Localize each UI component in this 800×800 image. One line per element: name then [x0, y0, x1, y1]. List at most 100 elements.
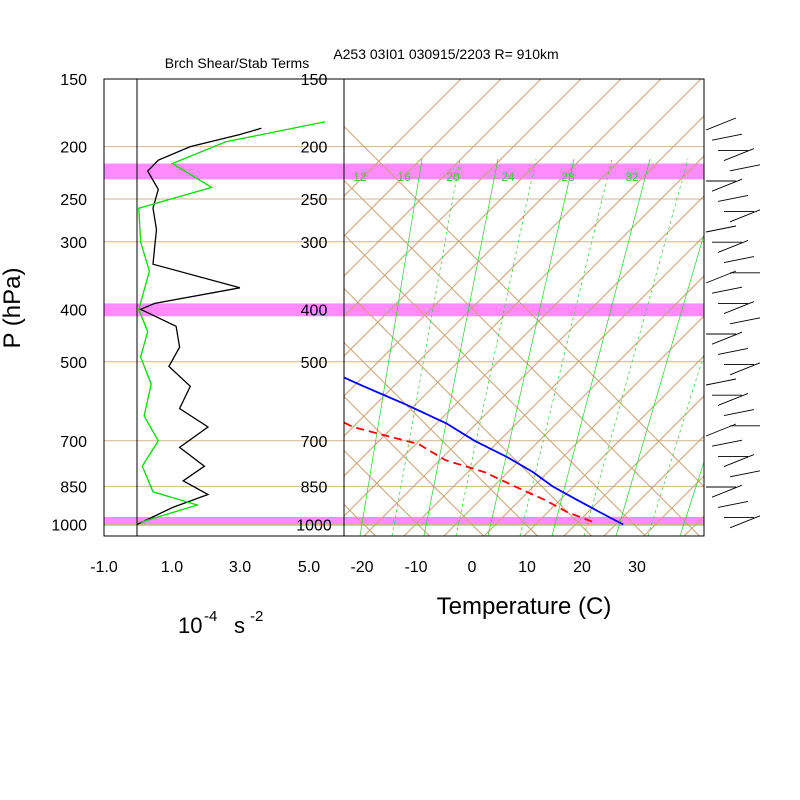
wind-barb	[705, 117, 737, 131]
wind-barb	[729, 515, 761, 529]
wind-barb	[705, 423, 737, 437]
units-exponent: -4	[204, 608, 217, 625]
dry-adiabat-line	[443, 275, 704, 536]
x-tick-label: 0	[468, 559, 477, 576]
wind-barb	[717, 392, 749, 406]
x-axis-label-temperature: Temperature (C)	[437, 593, 612, 620]
mixing-ratio-label: 24	[501, 170, 515, 184]
mixing-ratio-label: 16	[397, 170, 411, 184]
dry-adiabat-line	[483, 315, 704, 536]
isotherm-line	[344, 449, 430, 536]
y-tick-label: 1000	[296, 518, 332, 535]
skewt-series	[344, 376, 624, 526]
dry-adiabat-line	[344, 155, 704, 517]
wind-barb	[723, 409, 755, 417]
mixing-ratio-line	[423, 158, 499, 536]
mixing-ratio-label: 12	[353, 170, 367, 184]
units-seconds-exponent: -2	[250, 608, 263, 625]
dry-adiabat-line	[344, 79, 542, 277]
units-base: 10	[178, 613, 202, 638]
x-tick-label: 3.0	[229, 559, 251, 576]
wind-barb	[717, 347, 749, 355]
wind-barb	[705, 225, 737, 233]
dry-adiabat-line	[344, 79, 502, 237]
wind-barb	[723, 301, 755, 315]
isotherm-line	[344, 233, 646, 536]
y-tick-label: 400	[301, 302, 328, 319]
mixing-ratio-line	[712, 159, 800, 536]
x-tick-label: -10	[404, 559, 427, 576]
x-tick-label: 10	[518, 559, 536, 576]
isotherm-line	[344, 125, 704, 488]
wind-barb	[705, 378, 737, 386]
dry-adiabat-line	[643, 475, 704, 536]
wind-barb	[711, 286, 743, 294]
left-panel-series	[136, 121, 326, 526]
mixing-ratio-lines	[359, 158, 800, 536]
temperature-line	[344, 376, 624, 526]
mixing-ratio-line	[391, 158, 461, 536]
x-tick-label: 20	[573, 559, 591, 576]
mixing-ratio-line	[583, 158, 689, 536]
y-tick-label: 150	[60, 72, 87, 89]
isotherm-line	[344, 395, 484, 536]
dry-adiabat-line	[704, 36, 800, 556]
skewt-header: A253 03I01 030915/2203 R= 910km	[333, 46, 558, 62]
wind-barb	[711, 331, 743, 345]
x-axis-label-units: 10 -4 s -2	[178, 608, 263, 638]
mixing-ratio-line	[519, 158, 613, 536]
wind-barb	[729, 470, 761, 478]
highlight-bands	[104, 78, 704, 526]
wind-barb	[723, 454, 755, 468]
wind-barbs	[705, 117, 761, 529]
wind-barb	[711, 133, 743, 141]
left-series-line	[136, 127, 262, 526]
y-tick-label: 200	[301, 140, 328, 157]
dry-adiabat-line	[523, 355, 704, 536]
wind-barb	[729, 209, 761, 223]
wind-barb	[723, 148, 755, 162]
y-tick-label: 300	[60, 235, 87, 252]
mixing-ratio-label: 32	[625, 170, 639, 184]
y-tick-label: 700	[301, 434, 328, 451]
dry-adiabat-line	[744, 36, 800, 556]
isotherm-line	[344, 179, 700, 536]
wind-barb	[717, 194, 749, 202]
dry-adiabat-line	[344, 79, 462, 197]
left-series-line	[138, 121, 326, 523]
y-tick-label: 850	[301, 479, 328, 496]
wind-barb	[729, 164, 761, 172]
y-axis-label: P (hPa)	[0, 268, 26, 349]
y-tick-label: 250	[60, 192, 87, 209]
highlight-band	[104, 516, 704, 526]
mixing-ratio-line	[487, 158, 575, 536]
y-tick-label: 850	[60, 479, 87, 496]
wind-barb	[729, 317, 761, 325]
mixing-ratio-label: 20	[446, 170, 460, 184]
wind-barb	[711, 484, 743, 498]
isotherm-line	[344, 287, 592, 536]
wind-barb	[729, 362, 761, 376]
y-tick-label: 400	[60, 302, 87, 319]
left-panel-title: Brch Shear/Stab Terms	[165, 55, 309, 71]
wind-barb	[711, 178, 743, 192]
dry-adiabat-line	[363, 195, 704, 536]
dry-adiabat-line	[344, 79, 702, 437]
y-tick-label: 250	[301, 192, 328, 209]
x-tick-label: 5.0	[298, 559, 320, 576]
mixing-ratio-label: 28	[561, 170, 575, 184]
y-tick-label: 700	[60, 434, 87, 451]
dry-adiabat-line	[563, 395, 704, 536]
skewt-panel-frame	[343, 78, 705, 537]
dry-adiabat-line	[784, 36, 800, 556]
mixing-ratio-line	[551, 158, 651, 536]
dry-adiabat-line	[403, 235, 704, 536]
dewpoint-line	[344, 421, 595, 524]
x-tick-label: -20	[350, 559, 373, 576]
x-tick-label: 1.0	[161, 559, 183, 576]
y-tick-label: 150	[301, 72, 328, 89]
dry-adiabat-line	[344, 115, 704, 477]
mixing-ratio-line	[615, 233, 704, 536]
x-tick-label: 30	[628, 559, 646, 576]
